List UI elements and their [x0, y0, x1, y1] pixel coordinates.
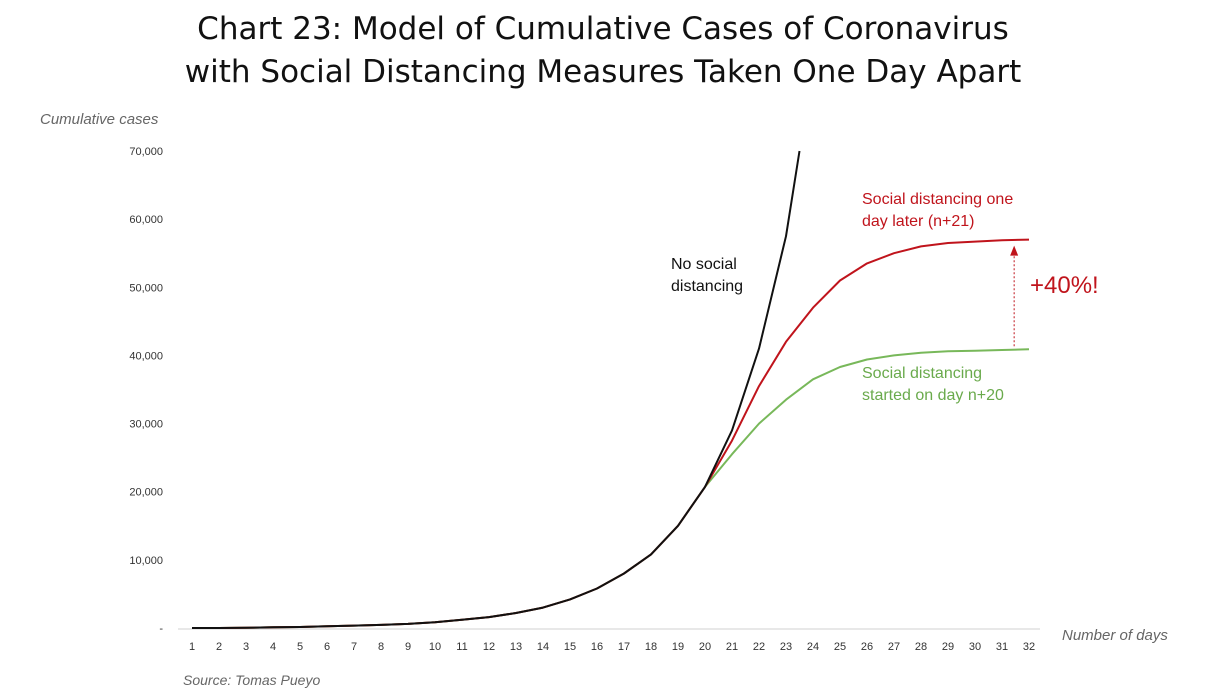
x-tick-label: 24: [807, 641, 819, 653]
y-tick-label: 40,000: [129, 350, 163, 362]
chart-title-line-2: with Social Distancing Measures Taken On…: [184, 54, 1022, 90]
x-tick-label: 3: [243, 641, 249, 653]
x-tick-label: 10: [429, 641, 441, 653]
y-tick-label: 50,000: [129, 282, 163, 294]
annotation-one-day-later: Social distancing one day later (n+21): [862, 189, 1013, 233]
chart-title: Chart 23: Model of Cumulative Cases of C…: [0, 8, 1206, 94]
annotation-line: started on day n+20: [862, 387, 1004, 404]
y-tick-label: 20,000: [129, 487, 163, 499]
y-tick-label: 30,000: [129, 419, 163, 431]
x-tick-label: 6: [324, 641, 330, 653]
x-tick-label: 29: [942, 641, 954, 653]
y-tick-label: 60,000: [129, 214, 163, 226]
x-tick-label: 32: [1023, 641, 1035, 653]
annotation-line: Social distancing one: [862, 191, 1014, 208]
x-tick-label: 15: [564, 641, 576, 653]
x-tick-label: 8: [378, 641, 384, 653]
x-tick-label: 16: [591, 641, 603, 653]
x-tick-label: 28: [915, 641, 927, 653]
annotation-line: day later (n+21): [862, 213, 975, 230]
x-tick-label: 25: [834, 641, 846, 653]
x-tick-label: 2: [216, 641, 222, 653]
series-line-one-day-later: [192, 238, 1030, 629]
annotation-line: No social: [671, 256, 737, 273]
x-tick-label: 27: [888, 641, 900, 653]
x-tick-label: 1: [189, 641, 195, 653]
x-tick-label: 20: [699, 641, 711, 653]
annotation-no-social-distancing: No social distancing: [671, 254, 743, 298]
x-tick-label: 17: [618, 641, 630, 653]
x-tick-label: 31: [996, 641, 1008, 653]
increase-arrow-head: [1010, 245, 1019, 256]
annotation-increase: +40%!: [1030, 272, 1099, 299]
x-tick-label: 7: [351, 641, 357, 653]
y-tick-label: -: [159, 623, 163, 635]
x-tick-label: 12: [483, 641, 495, 653]
chart-title-line-1: Chart 23: Model of Cumulative Cases of C…: [197, 11, 1009, 47]
y-tick-label: 70,000: [129, 146, 163, 158]
x-tick-label: 13: [510, 641, 522, 653]
annotation-line: Social distancing: [862, 365, 983, 382]
annotation-started-day-n20: Social distancing started on day n+20: [862, 363, 1004, 407]
y-tick-label: 10,000: [129, 555, 163, 567]
x-tick-label: 21: [726, 641, 738, 653]
x-tick-label: 11: [456, 641, 467, 653]
x-tick-label: 4: [270, 641, 276, 653]
x-tick-label: 30: [969, 641, 981, 653]
x-tick-label: 18: [645, 641, 657, 653]
x-tick-label: 14: [537, 641, 549, 653]
x-tick-label: 9: [405, 641, 411, 653]
x-tick-label: 23: [780, 641, 792, 653]
annotation-line: distancing: [671, 278, 744, 295]
x-tick-label: 5: [297, 641, 303, 653]
x-tick-label: 26: [861, 641, 873, 653]
y-axis-label: Cumulative cases: [40, 111, 159, 128]
series-line-no-distancing: [192, 150, 801, 629]
x-tick-label: 22: [753, 641, 765, 653]
source-note: Source: Tomas Pueyo: [183, 672, 321, 688]
x-tick-label: 19: [672, 641, 684, 653]
x-axis-label: Number of days: [1062, 627, 1168, 644]
